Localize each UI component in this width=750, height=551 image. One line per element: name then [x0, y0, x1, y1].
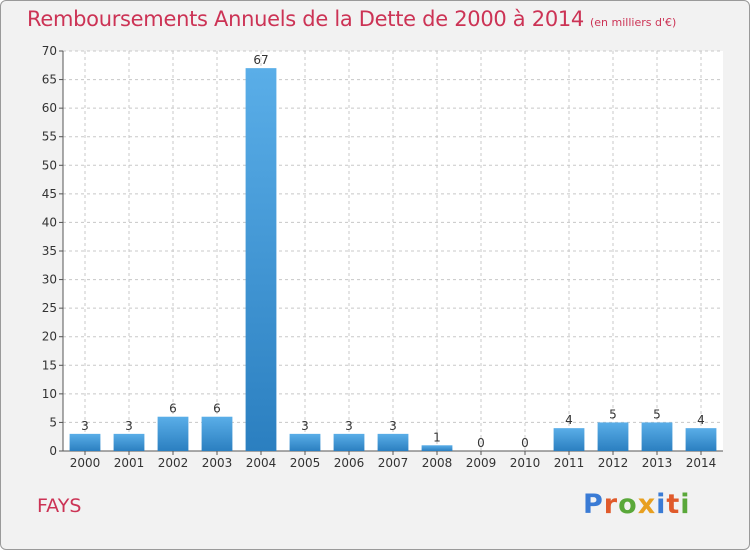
x-tick-label-2013: 2013 — [642, 456, 673, 470]
x-tick-label-2014: 2014 — [686, 456, 717, 470]
value-label-2003: 6 — [213, 402, 221, 416]
value-label-2013: 5 — [653, 407, 661, 421]
bar-2002 — [157, 416, 189, 451]
x-tick-label-2011: 2011 — [554, 456, 585, 470]
value-label-2005: 3 — [301, 419, 309, 433]
bar-2013 — [641, 422, 673, 451]
bars — [69, 68, 717, 452]
bar-2008 — [421, 445, 453, 451]
bar-2005 — [289, 433, 321, 451]
y-tick-label: 20 — [42, 330, 57, 344]
x-tick-label-2008: 2008 — [422, 456, 453, 470]
bar-2011 — [553, 428, 585, 451]
y-tick-label: 55 — [42, 130, 57, 144]
value-label-2004: 67 — [253, 53, 268, 67]
value-label-2014: 4 — [697, 413, 705, 427]
commune-name: FAYS — [37, 495, 82, 517]
y-tick-label: 60 — [42, 101, 57, 115]
value-label-2012: 5 — [609, 407, 617, 421]
y-tick-label: 65 — [42, 73, 57, 87]
value-label-2001: 3 — [125, 419, 133, 433]
x-tick-label-2006: 2006 — [334, 456, 365, 470]
y-tick-label: 5 — [49, 415, 57, 429]
x-tick-label-2002: 2002 — [158, 456, 189, 470]
y-tick-label: 35 — [42, 244, 57, 258]
logo-letter: i — [680, 489, 691, 520]
x-tick-label-2005: 2005 — [290, 456, 321, 470]
y-tick-label: 25 — [42, 301, 57, 315]
chart-unit: (en milliers d'€) — [590, 16, 677, 29]
x-tick-label-2003: 2003 — [202, 456, 233, 470]
value-label-2000: 3 — [81, 419, 89, 433]
proxiti-logo: Proxiti — [583, 489, 691, 520]
labels: 0510152025303540455055606570320003200162… — [42, 44, 717, 470]
x-tick-label-2009: 2009 — [466, 456, 497, 470]
value-label-2011: 4 — [565, 413, 573, 427]
bar-2014 — [685, 428, 717, 451]
x-tick-label-2000: 2000 — [70, 456, 101, 470]
value-label-2007: 3 — [389, 419, 397, 433]
value-label-2009: 0 — [477, 436, 485, 450]
value-label-2002: 6 — [169, 402, 177, 416]
y-tick-label: 50 — [42, 158, 57, 172]
value-label-2010: 0 — [521, 436, 529, 450]
chart-title-text: Remboursements Annuels de la Dette de 20… — [27, 7, 584, 31]
logo-letter: t — [666, 489, 681, 520]
y-tick-label: 15 — [42, 358, 57, 372]
x-tick-label-2012: 2012 — [598, 456, 629, 470]
y-tick-label: 0 — [49, 444, 57, 458]
y-tick-label: 30 — [42, 273, 57, 287]
y-tick-label: 40 — [42, 215, 57, 229]
logo-letter: P — [583, 489, 604, 520]
y-tick-label: 10 — [42, 387, 57, 401]
bar-2012 — [597, 422, 629, 451]
bar-2007 — [377, 433, 409, 451]
y-tick-label: 45 — [42, 187, 57, 201]
chart-title: Remboursements Annuels de la Dette de 20… — [27, 7, 676, 31]
x-tick-label-2010: 2010 — [510, 456, 541, 470]
bar-2001 — [113, 433, 145, 451]
logo-letter: o — [618, 489, 638, 520]
y-tick-label: 70 — [42, 44, 57, 58]
logo-letter: r — [603, 489, 619, 520]
logo-letter: x — [637, 489, 657, 520]
bar-2003 — [201, 416, 233, 451]
bar-2004 — [245, 68, 277, 452]
x-tick-label-2004: 2004 — [246, 456, 277, 470]
value-label-2008: 1 — [433, 430, 441, 444]
x-tick-label-2007: 2007 — [378, 456, 409, 470]
x-tick-label-2001: 2001 — [114, 456, 145, 470]
grid — [63, 50, 723, 452]
value-label-2006: 3 — [345, 419, 353, 433]
bar-2000 — [69, 433, 101, 451]
bar-2006 — [333, 433, 365, 451]
logo-letter: i — [656, 489, 667, 520]
